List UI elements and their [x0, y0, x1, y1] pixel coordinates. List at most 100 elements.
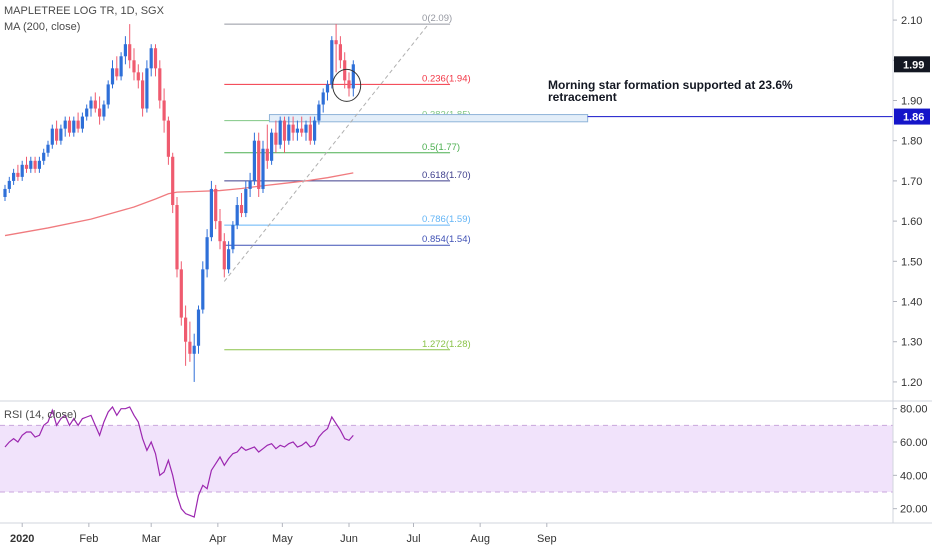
candle — [231, 221, 235, 254]
rsi-tick-label: 40.00 — [900, 470, 928, 482]
candle — [16, 164, 20, 181]
candle-body — [270, 132, 274, 161]
candle — [171, 152, 175, 214]
candle — [308, 116, 312, 145]
candle — [321, 88, 325, 113]
candle-body — [218, 221, 222, 242]
candle-body — [205, 237, 209, 270]
candle-body — [106, 84, 110, 105]
fibonacci-retracement[interactable]: 0(2.09)0.236(1.94)0.382(1.85)0.5(1.77)0.… — [224, 13, 471, 351]
price-tick-label: 2.10 — [901, 15, 922, 27]
candle-body — [175, 205, 179, 270]
candle — [205, 229, 209, 278]
candle — [343, 52, 347, 89]
candle — [222, 233, 226, 278]
fib-level-label: 0.854(1.54) — [422, 234, 471, 245]
candle-body — [136, 72, 140, 81]
candle-body — [252, 140, 256, 181]
candle-body — [274, 132, 278, 145]
candle-body — [37, 160, 41, 169]
candle — [162, 88, 166, 133]
candle-body — [321, 92, 325, 105]
candle — [33, 156, 37, 173]
time-tick-label: Mar — [142, 533, 161, 545]
candle — [37, 156, 41, 173]
trendline-path — [223, 23, 429, 282]
candle-body — [188, 341, 192, 354]
candle-body — [98, 108, 102, 117]
fib-level-label: 1.272(1.28) — [422, 339, 471, 350]
candle — [119, 52, 123, 81]
annotation-circle[interactable] — [332, 68, 362, 102]
candle-body — [235, 205, 239, 226]
fib-level-label: 0.236(1.94) — [422, 73, 471, 84]
price-tick-label: 1.70 — [901, 176, 922, 188]
price-tick-label: 1.60 — [901, 216, 922, 228]
candle — [110, 60, 115, 89]
candle-body — [244, 188, 248, 214]
candle — [59, 124, 63, 145]
rsi-pane — [0, 405, 893, 518]
candle — [270, 128, 274, 165]
candle-body — [171, 156, 175, 206]
candle-body — [115, 68, 119, 77]
candle — [141, 72, 145, 117]
candle-body — [278, 120, 282, 145]
candle — [300, 116, 304, 137]
candle-body — [55, 128, 59, 141]
candle-body — [46, 144, 50, 153]
candle-body — [192, 345, 196, 354]
candle-body — [334, 40, 338, 45]
candle-body — [239, 205, 244, 214]
candle — [196, 305, 201, 354]
candle-body — [265, 148, 269, 161]
annotation-line-2: retracement — [548, 90, 617, 104]
candle — [115, 56, 119, 81]
candle-body — [347, 80, 351, 89]
ma-legend: MA (200, close) — [4, 21, 80, 33]
candle-body — [166, 120, 170, 157]
candle-body — [7, 180, 11, 189]
support-zone[interactable] — [268, 114, 893, 123]
candle-body — [179, 269, 183, 318]
candle-body — [12, 172, 16, 181]
candle — [20, 160, 24, 181]
candle — [274, 120, 278, 153]
candle-body — [59, 128, 63, 141]
candle — [12, 168, 16, 185]
candle-body — [330, 40, 334, 85]
candle — [145, 60, 149, 113]
candle — [158, 60, 162, 109]
fib-level-label: 0.618(1.70) — [422, 170, 471, 181]
candle — [227, 241, 231, 274]
candle — [106, 80, 110, 109]
candle-body — [29, 160, 33, 169]
candle — [261, 140, 265, 193]
candle — [239, 192, 244, 218]
trendline[interactable] — [223, 23, 429, 282]
candle-body — [50, 128, 54, 145]
candle-body — [3, 188, 7, 197]
candle — [128, 24, 132, 69]
candle — [351, 60, 355, 97]
candle — [188, 321, 192, 362]
candle — [46, 140, 50, 157]
candle — [63, 116, 67, 137]
candle — [325, 80, 330, 101]
price-tick-label: 1.20 — [901, 377, 922, 389]
candle-body — [214, 188, 218, 222]
time-tick-label: Aug — [470, 533, 490, 545]
candle-body — [93, 100, 97, 109]
candle-body — [248, 180, 252, 189]
candle — [252, 132, 256, 185]
candle-body — [67, 120, 72, 133]
time-tick-label: Apr — [209, 533, 226, 545]
candle — [192, 333, 196, 382]
candle — [347, 72, 351, 97]
time-tick-label: Sep — [537, 533, 557, 545]
time-tick-label: 2020 — [10, 533, 34, 545]
candle — [136, 64, 140, 89]
candle — [67, 116, 72, 137]
candle — [153, 44, 158, 77]
